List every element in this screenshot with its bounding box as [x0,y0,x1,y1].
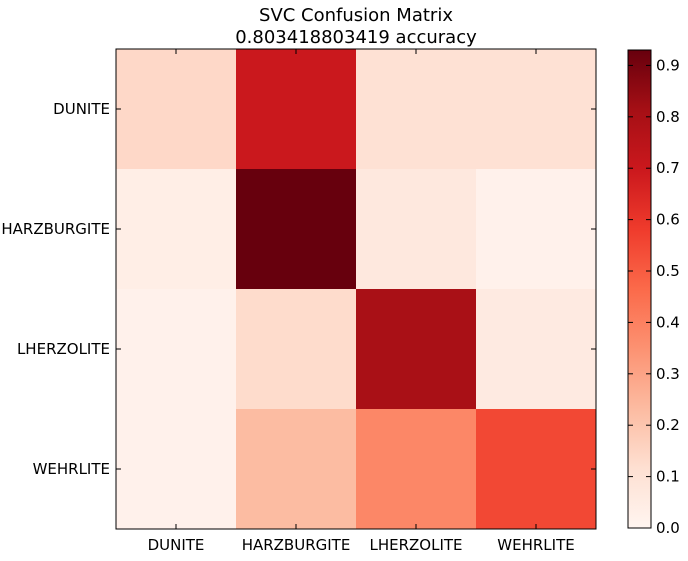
heatmap-cell-wehrlite-dunite [116,409,237,530]
y-tick-label: LHERZOLITE [17,340,110,358]
plot-frame [115,48,597,530]
heatmap-cell-dunite-dunite [116,49,237,170]
heatmap-cell-wehrlite-wehrlite [476,409,597,530]
colorbar-tick-label: 0.7 [656,159,680,177]
colorbar-tick-label: 0.0 [656,519,680,537]
colorbar-tick-label: 0.9 [656,56,680,74]
colorbar-tick-label: 0.1 [656,468,680,486]
x-tick-label: LHERZOLITE [369,536,462,554]
heatmap-cell-lherzolite-dunite [116,289,237,410]
heatmap-cell-harzburgite-lherzolite [356,169,477,290]
heatmap-cell-harzburgite-dunite [116,169,237,290]
colorbar-ticks: 0.0 0.1 0.2 0.3 0.4 0.5 0.6 0.7 0.8 0.9 [628,56,680,537]
colorbar-tick-label: 0.4 [656,313,680,331]
y-tick-label: WEHRLITE [33,460,110,478]
heatmap-cell-lherzolite-harzburgite [236,289,357,410]
colorbar-tick-label: 0.6 [656,211,680,229]
heatmap-cell-lherzolite-wehrlite [476,289,597,410]
heatmap-cell-dunite-harzburgite [236,49,357,170]
chart-title: SVC Confusion Matrix [259,5,453,26]
x-tick-label: WEHRLITE [497,536,574,554]
heatmap-cell-harzburgite-harzburgite [236,169,357,290]
y-tick-label: HARZBURGITE [1,220,110,238]
y-tick-labels: DUNITE HARZBURGITE LHERZOLITE WEHRLITE [1,100,110,478]
heatmap-cell-wehrlite-harzburgite [236,409,357,530]
heatmap-cell-wehrlite-lherzolite [356,409,477,530]
axis-ticks [116,49,596,529]
y-tick-label: DUNITE [53,100,110,118]
colorbar-tick-label: 0.5 [656,262,680,280]
heatmap-cells [116,49,597,530]
heatmap-cell-dunite-lherzolite [356,49,477,170]
colorbar-tick-label: 0.3 [656,365,680,383]
heatmap-cell-lherzolite-lherzolite [356,289,477,410]
heatmap-cell-harzburgite-wehrlite [476,169,597,290]
chart-subtitle: 0.803418803419 accuracy [235,27,477,48]
colorbar-tick-label: 0.8 [656,108,680,126]
heatmap-cell-dunite-wehrlite [476,49,597,170]
x-tick-labels: DUNITE HARZBURGITE LHERZOLITE WEHRLITE [148,536,575,554]
colorbar [627,49,652,529]
colorbar-tick-label: 0.2 [656,416,680,434]
x-tick-label: HARZBURGITE [242,536,351,554]
x-tick-label: DUNITE [148,536,205,554]
